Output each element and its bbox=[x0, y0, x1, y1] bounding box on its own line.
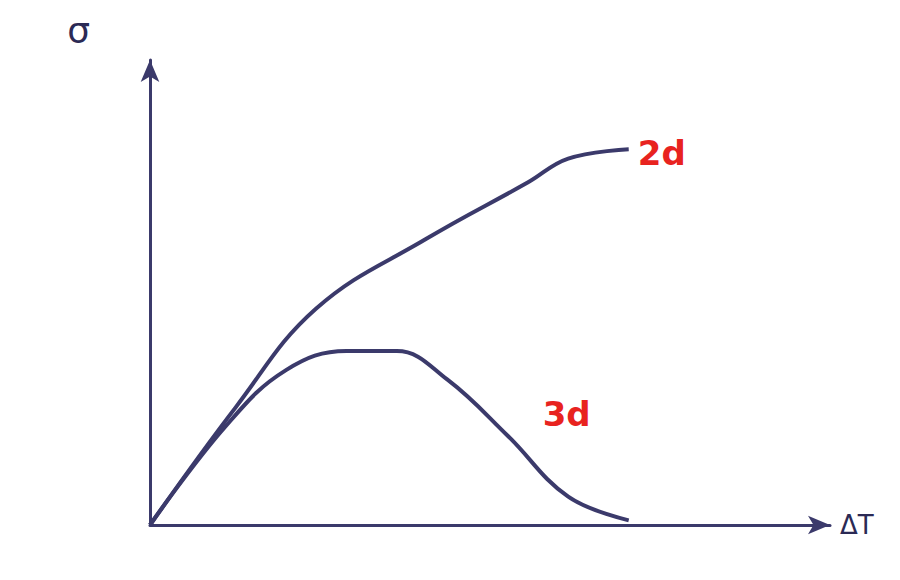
svg-text:3d: 3d bbox=[543, 394, 591, 434]
svg-text:2d: 2d bbox=[638, 133, 686, 173]
svg-text:ΔT: ΔT bbox=[840, 510, 874, 540]
svg-text:σ: σ bbox=[67, 10, 90, 51]
